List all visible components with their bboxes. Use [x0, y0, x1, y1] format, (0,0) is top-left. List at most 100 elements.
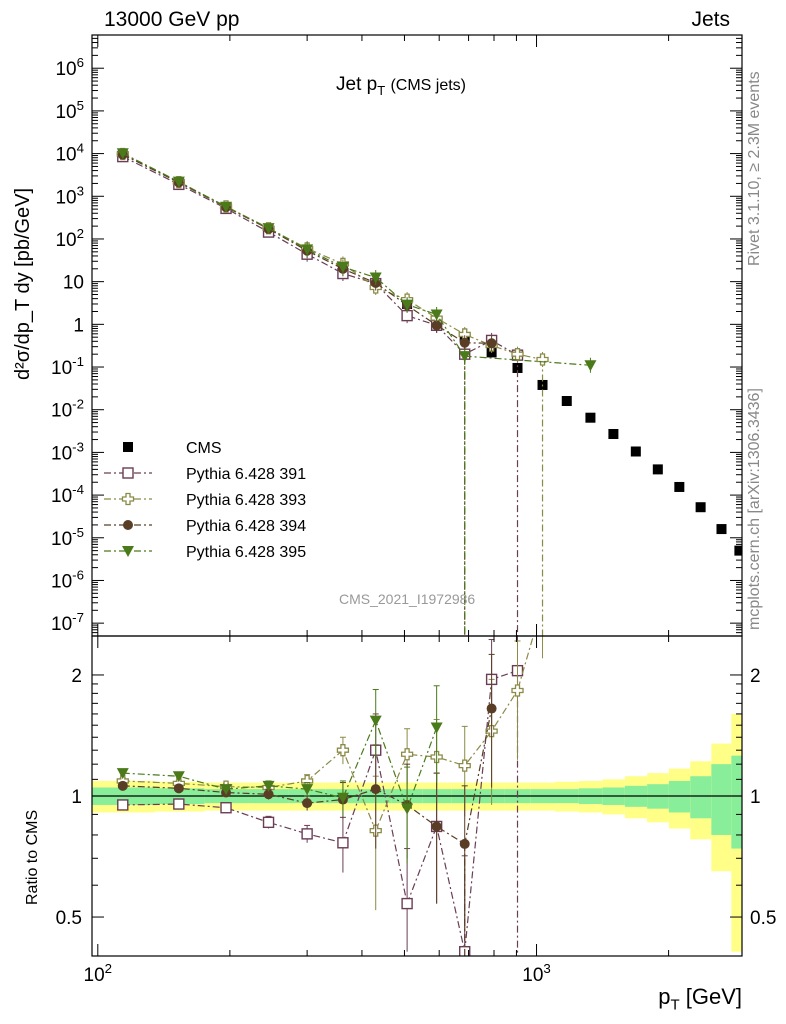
data-point [512, 362, 523, 373]
ratio-point [336, 744, 350, 757]
data-point [301, 244, 314, 256]
ratio-tick-label-right: 0.5 [750, 908, 776, 929]
series-pythia-6-428-395 [116, 148, 597, 636]
series-line [122, 152, 591, 366]
ratio-point [220, 802, 232, 814]
data-point [716, 524, 727, 535]
data-point [220, 201, 233, 213]
x-axis-label-sub: T [670, 996, 680, 1014]
data-point [336, 262, 349, 274]
ratio-point [369, 715, 382, 727]
legend-item: Pythia 6.428 391 [104, 466, 306, 483]
data-point [695, 502, 706, 513]
ratio-point [337, 837, 349, 849]
data-point [262, 223, 275, 235]
ratio-point [511, 684, 524, 697]
y-tick-label: 10-5 [51, 525, 84, 550]
ratio-point [459, 838, 470, 849]
data-point [172, 176, 185, 188]
legend-marker [123, 442, 133, 452]
y-tick-label: 10-4 [51, 482, 84, 507]
chart-title: Jet pT (CMS jets) [336, 74, 466, 98]
y-tick-label: 10 [63, 273, 84, 294]
x-tick-label: 103 [522, 961, 551, 986]
ratio-point [430, 722, 443, 734]
legend-label: CMS [186, 440, 222, 457]
y-tick-label: 10-1 [51, 354, 84, 379]
ratio-tick-label-right: 1 [750, 787, 761, 808]
data-point [431, 320, 442, 331]
ratio-point [117, 780, 128, 791]
data-point [369, 272, 382, 284]
y-tick-label: 106 [55, 55, 84, 80]
lower-y-axis-label: Ratio to CMS [24, 809, 41, 905]
series-pythia-6-428-394 [117, 149, 497, 636]
legend-marker [122, 546, 134, 557]
ratio-tick-label-right: 2 [750, 666, 761, 687]
legend-item: CMS [123, 440, 222, 457]
legend-item: Pythia 6.428 394 [104, 518, 306, 535]
ratio-point [431, 821, 442, 832]
chart-title-sub: T [377, 82, 386, 98]
ratio-point [262, 780, 275, 792]
legend-item: Pythia 6.428 395 [104, 544, 306, 561]
data-point [486, 338, 497, 349]
y-tick-label: 10-7 [51, 610, 84, 635]
y-tick-label: 1 [73, 315, 84, 336]
y-tick-label: 102 [55, 226, 84, 251]
data-point [536, 353, 549, 366]
watermark: CMS_2021_I1972986 [339, 591, 476, 607]
ratio-point [116, 768, 129, 780]
series-pythia-6-428-393 [116, 147, 549, 636]
data-point [401, 299, 414, 311]
ratio-point [486, 703, 497, 714]
x-axis-label-unit: [GeV] [685, 984, 742, 1009]
y-tick-label: 103 [55, 183, 84, 208]
ratio-point [173, 783, 184, 794]
legend-marker [122, 467, 134, 479]
data-point [430, 309, 443, 321]
x-tick-label: 102 [84, 961, 113, 986]
ratio-tick-label: 1 [71, 787, 82, 808]
ratio-point [263, 789, 274, 800]
ratio-point [173, 798, 185, 810]
legend-item: Pythia 6.428 393 [104, 492, 306, 509]
ratio-point [302, 798, 313, 809]
legend-label: Pythia 6.428 391 [186, 466, 306, 483]
data-point [458, 351, 471, 363]
data-point [652, 464, 663, 475]
header-right: Jets [691, 8, 730, 31]
legend-label: Pythia 6.428 395 [186, 544, 306, 561]
uncertainty-band-inner [711, 764, 732, 835]
ratio-point [220, 784, 233, 796]
ratio-point [458, 759, 471, 772]
uncertainty-band-inner [731, 755, 742, 849]
ratio-pythia-6-428-393 [116, 636, 544, 911]
ratio-point [301, 828, 313, 840]
x-axis-label-main: p [658, 984, 671, 1009]
y-tick-label: 10-6 [51, 567, 84, 592]
data-point [561, 396, 572, 407]
data-point [608, 428, 619, 439]
y-tick-label: 104 [55, 141, 84, 166]
data-point [674, 481, 685, 492]
x-axis-label: pT [GeV] [658, 984, 742, 1013]
y-tick-label: 10-3 [51, 439, 84, 464]
chart-title-main: Jet p [336, 74, 378, 95]
ratio-point [401, 803, 414, 815]
upper-y-axis-label: d²σ/dp_T dy [pb/GeV] [12, 187, 34, 380]
ratio-point [301, 784, 314, 796]
ratio-tick-label: 2 [71, 666, 82, 687]
ratio-point [262, 816, 275, 829]
legend-label: Pythia 6.428 393 [186, 492, 306, 509]
ratio-tick-label: 0.5 [56, 908, 82, 929]
side-label-top: Rivet 3.1.10, ≥ 2.3M events [746, 71, 763, 266]
ratio-line [122, 670, 518, 952]
y-tick-label: 105 [55, 98, 84, 123]
data-point [584, 360, 597, 372]
chart-title-tail: (CMS jets) [390, 77, 466, 94]
uncertainty-band-inner [690, 776, 712, 819]
legend-marker [121, 492, 135, 506]
ratio-point [117, 799, 129, 811]
legend-label: Pythia 6.428 394 [186, 518, 306, 535]
